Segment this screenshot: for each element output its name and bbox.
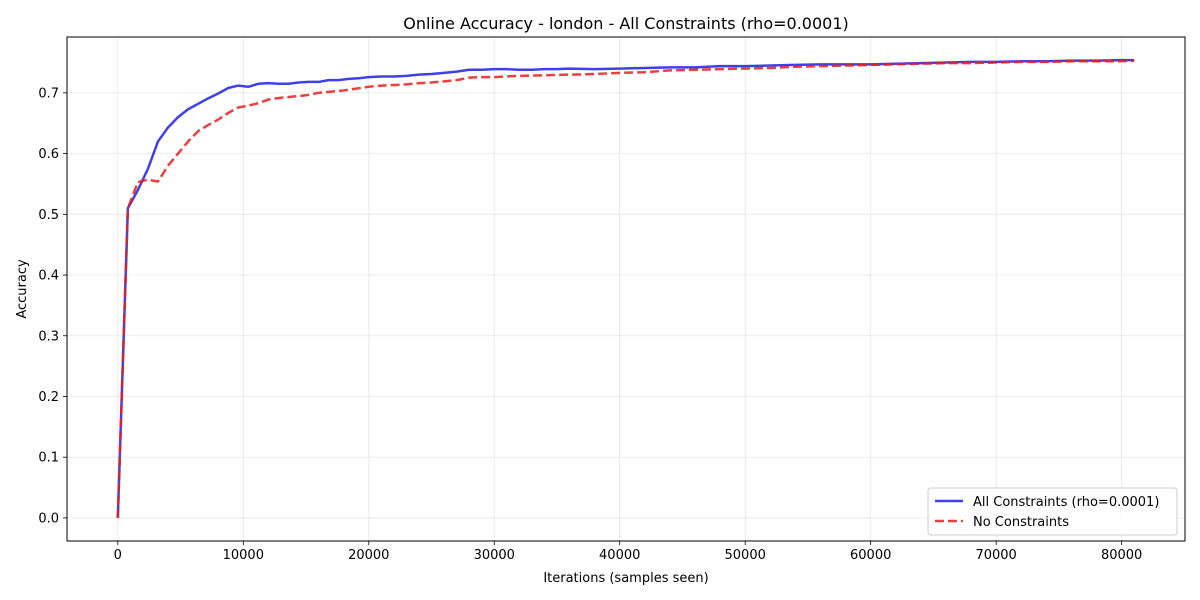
y-tick-label: 0.3 xyxy=(38,329,59,344)
x-axis-label: Iterations (samples seen) xyxy=(543,571,708,586)
x-tick-label: 20000 xyxy=(348,548,389,563)
x-tick-label: 0 xyxy=(114,548,122,563)
chart-title: Online Accuracy - london - All Constrain… xyxy=(403,14,849,33)
x-tick-label: 70000 xyxy=(975,548,1016,563)
x-tick-label: 10000 xyxy=(223,548,264,563)
y-tick-label: 0.5 xyxy=(38,208,59,223)
x-tick-label: 60000 xyxy=(850,548,891,563)
y-axis: 0.0 0.1 0.2 0.3 0.4 0.5 0.6 0.7 xyxy=(38,86,67,526)
legend-label-all-constraints: All Constraints (rho=0.0001) xyxy=(973,495,1159,510)
series-group xyxy=(116,58,1135,518)
y-tick-label: 0.0 xyxy=(38,511,59,526)
plot-frame xyxy=(66,36,1186,542)
y-tick-label: 0.7 xyxy=(38,86,59,101)
y-axis-label: Accuracy xyxy=(15,259,30,319)
legend-label-no-constraints: No Constraints xyxy=(973,515,1069,530)
legend-box xyxy=(927,487,1178,536)
y-tick-label: 0.6 xyxy=(38,147,59,162)
x-tick-label: 40000 xyxy=(599,548,640,563)
series-line-no-constraints xyxy=(116,59,1135,518)
legend: All Constraints (rho=0.0001) No Constrai… xyxy=(927,487,1178,536)
y-tick-label: 0.1 xyxy=(38,451,59,466)
y-tick-label: 0.4 xyxy=(38,269,59,284)
x-tick-label: 80000 xyxy=(1101,548,1142,563)
x-axis: 0 10000 20000 30000 40000 50000 60000 70000 8000… xyxy=(114,541,1142,563)
x-tick-label: 50000 xyxy=(725,548,766,563)
x-tick-label: 30000 xyxy=(474,548,515,563)
y-tick-label: 0.2 xyxy=(38,390,59,405)
